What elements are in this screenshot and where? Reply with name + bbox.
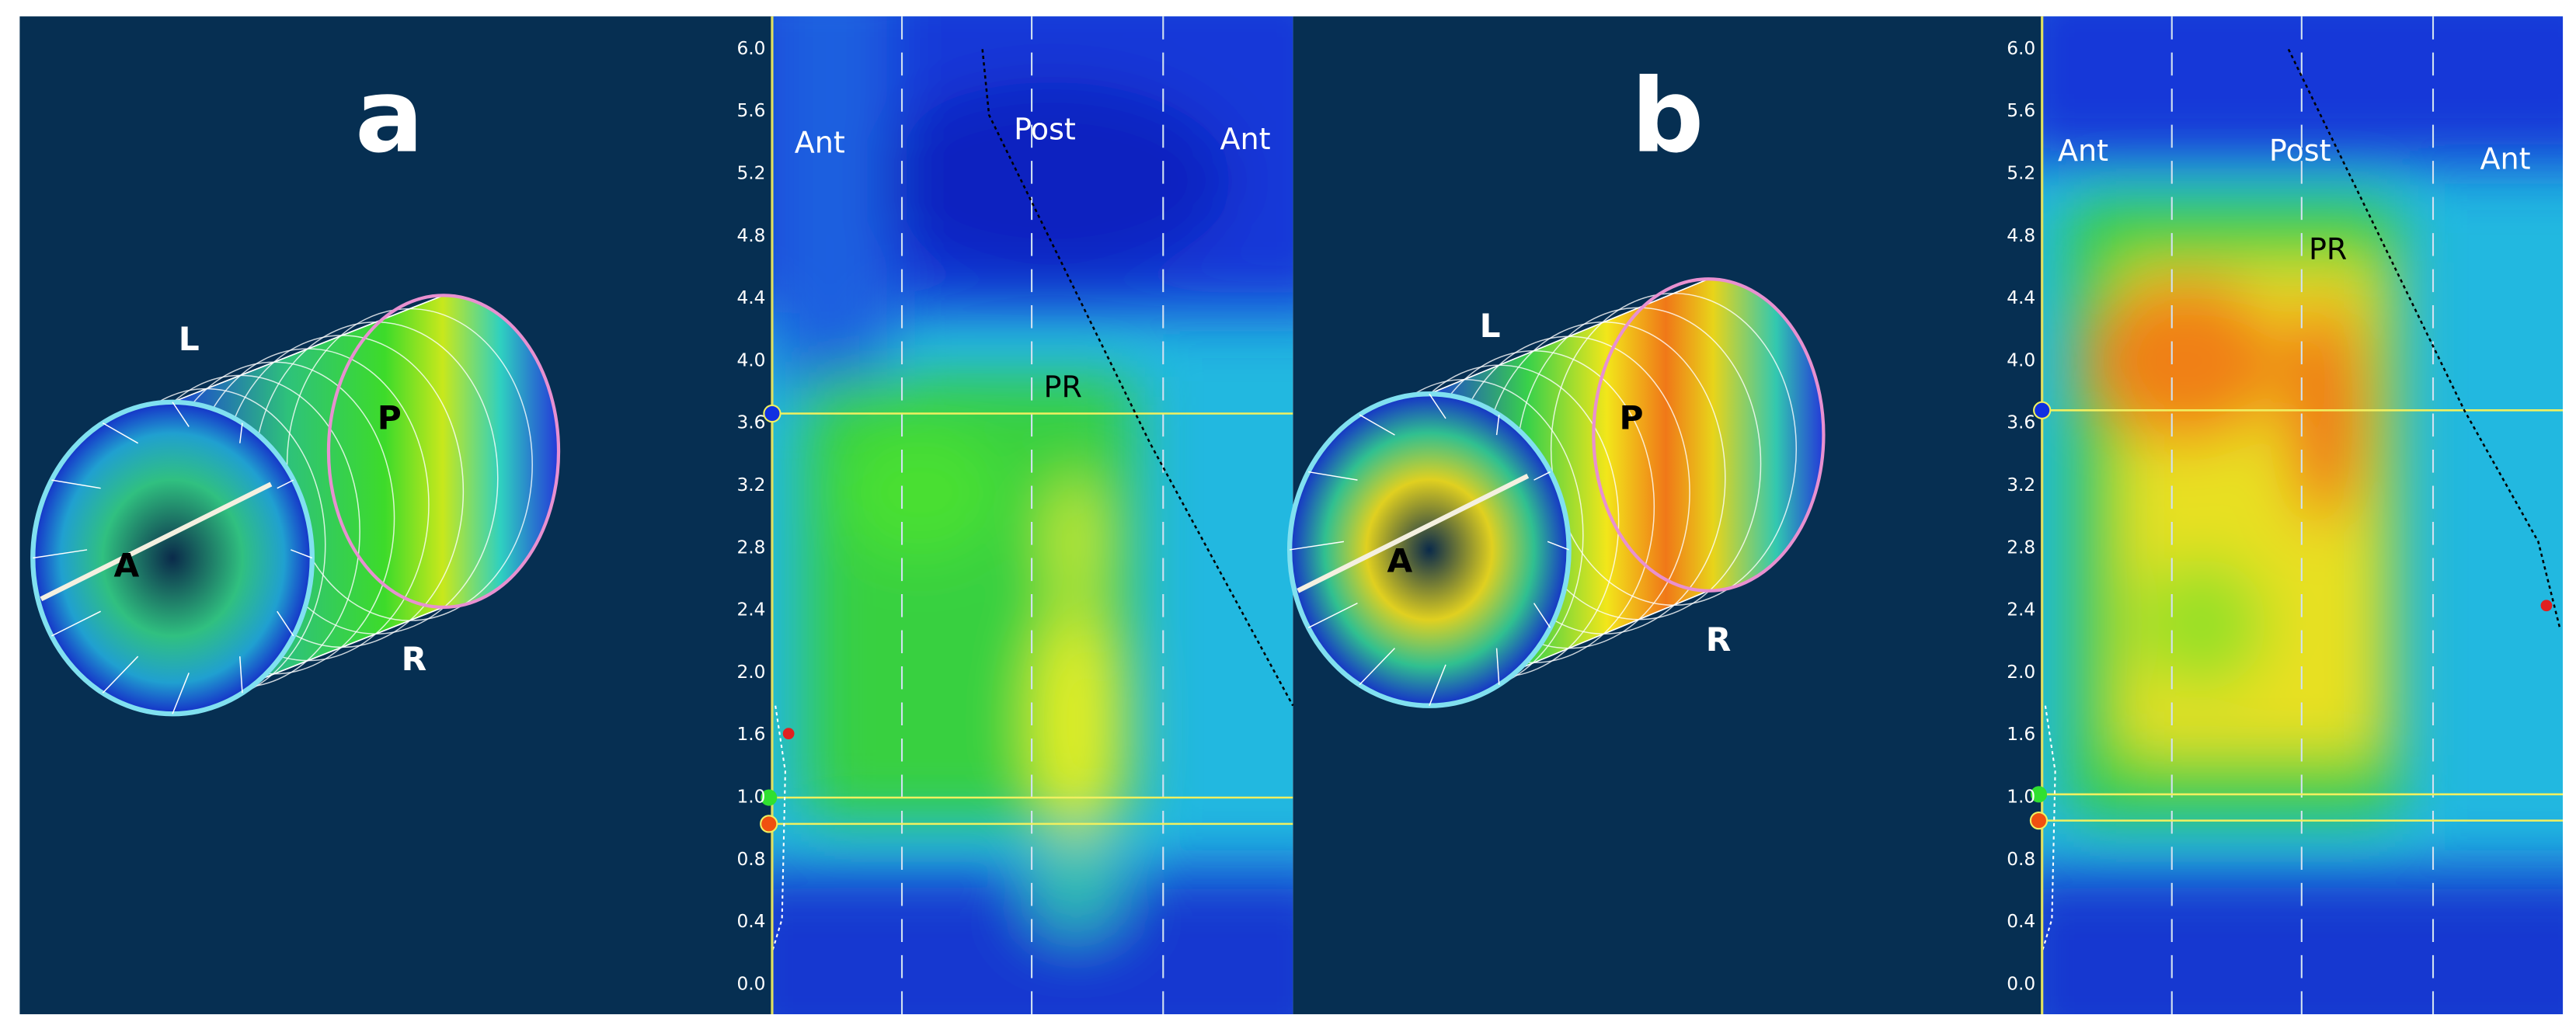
y-tick-label: 0.8 bbox=[736, 849, 765, 870]
y-tick-label: 3.6 bbox=[2007, 412, 2035, 433]
mesh-line bbox=[1533, 471, 1551, 481]
y-tick-label: 1.6 bbox=[736, 724, 765, 745]
y-tick-label: 1.6 bbox=[2007, 724, 2035, 745]
marker bbox=[2030, 786, 2048, 803]
region-label: PR bbox=[2309, 232, 2347, 266]
mesh-line bbox=[1429, 664, 1446, 706]
region-label: Post bbox=[2269, 134, 2331, 168]
model-label: P bbox=[1619, 398, 1643, 436]
model-label: L bbox=[1480, 307, 1501, 345]
y-tick-label: 0.4 bbox=[2007, 911, 2035, 932]
mesh-line bbox=[51, 610, 101, 637]
mesh-line bbox=[1307, 602, 1358, 628]
y-tick-label: 2.0 bbox=[736, 662, 765, 683]
mesh-line bbox=[1495, 414, 1500, 436]
boundary bbox=[981, 49, 1294, 707]
tube-end bbox=[326, 294, 561, 610]
marker bbox=[2540, 600, 2553, 612]
y-tick-label: 0.4 bbox=[736, 911, 765, 932]
mesh-line bbox=[1533, 603, 1551, 628]
region-label: Ant bbox=[2480, 142, 2531, 176]
y-tick-label: 4.4 bbox=[2007, 287, 2035, 308]
marker bbox=[760, 815, 778, 833]
mesh-line bbox=[239, 422, 243, 443]
mesh-line bbox=[51, 479, 101, 489]
panel-label: b bbox=[1631, 57, 1704, 176]
mesh-line bbox=[239, 656, 243, 694]
y-tick-label: 2.8 bbox=[736, 537, 765, 558]
y-tick-label: 4.8 bbox=[2007, 225, 2035, 246]
y-tick-label: 6.0 bbox=[736, 38, 765, 59]
mesh-line bbox=[1547, 541, 1569, 551]
y-tick-label: 1.0 bbox=[2007, 787, 2035, 808]
y-tick-label: 5.6 bbox=[2007, 100, 2035, 121]
axis-line bbox=[40, 481, 273, 602]
y-tick-label: 3.2 bbox=[2007, 475, 2035, 495]
y-tick-label: 4.0 bbox=[736, 349, 765, 370]
y-tick-label: 6.0 bbox=[2007, 38, 2035, 59]
mesh-line bbox=[277, 479, 294, 489]
mesh-line bbox=[291, 549, 313, 559]
y-tick-label: 0.0 bbox=[736, 973, 765, 994]
y-tick-label: 2.4 bbox=[2007, 600, 2035, 621]
tube-end bbox=[1592, 277, 1826, 593]
mesh-line bbox=[1359, 414, 1395, 436]
mesh-line bbox=[277, 610, 294, 637]
mesh-line bbox=[102, 655, 139, 694]
y-tick-label: 4.0 bbox=[2007, 349, 2035, 370]
marker bbox=[2029, 811, 2049, 830]
axis-line bbox=[1297, 474, 1530, 593]
y-tick-label: 3.6 bbox=[736, 412, 765, 433]
mesh-line bbox=[1495, 648, 1500, 685]
y-tick-label: 5.2 bbox=[736, 163, 765, 184]
y-tick-label: 4.8 bbox=[736, 225, 765, 246]
model-label: P bbox=[378, 398, 402, 436]
region-label: Ant bbox=[795, 125, 845, 159]
y-tick-label: 2.0 bbox=[2007, 662, 2035, 683]
mesh-line bbox=[172, 402, 190, 427]
marker bbox=[761, 789, 778, 806]
region-label: Ant bbox=[1220, 122, 1270, 156]
y-tick-label: 5.6 bbox=[736, 100, 765, 121]
mesh-line bbox=[102, 422, 139, 444]
model-label: A bbox=[1387, 541, 1412, 579]
mesh-line bbox=[1308, 471, 1358, 481]
y-tick-label: 0.0 bbox=[2007, 973, 2035, 994]
mesh-ring bbox=[1550, 293, 1798, 606]
y-tick-label: 1.0 bbox=[736, 787, 765, 808]
y-tick-label: 0.8 bbox=[2007, 849, 2035, 870]
model-label: L bbox=[179, 320, 200, 358]
mesh-line bbox=[172, 673, 190, 714]
mesh-line bbox=[33, 549, 88, 559]
boundary bbox=[771, 705, 786, 952]
y-tick-label: 2.4 bbox=[736, 600, 765, 621]
region-label: Post bbox=[1014, 113, 1076, 147]
mesh-line bbox=[1359, 648, 1395, 686]
y-tick-label: 3.2 bbox=[736, 475, 765, 495]
model-label: A bbox=[113, 547, 139, 585]
marker bbox=[782, 728, 795, 740]
y-tick-label: 5.2 bbox=[2007, 163, 2035, 184]
y-tick-label: 4.4 bbox=[736, 287, 765, 308]
boundary bbox=[2041, 705, 2056, 952]
marker bbox=[763, 404, 782, 423]
mesh-line bbox=[1429, 393, 1446, 419]
mesh-line bbox=[1290, 541, 1345, 551]
model-label: R bbox=[1706, 621, 1732, 659]
region-label: PR bbox=[1044, 370, 1082, 404]
panel-label: a bbox=[355, 57, 423, 176]
model-label: R bbox=[402, 640, 427, 678]
tube-opening bbox=[1286, 391, 1572, 708]
tube-opening bbox=[30, 399, 315, 717]
marker bbox=[2033, 401, 2052, 419]
region-label: Ant bbox=[2058, 134, 2108, 168]
y-tick-label: 2.8 bbox=[2007, 537, 2035, 558]
